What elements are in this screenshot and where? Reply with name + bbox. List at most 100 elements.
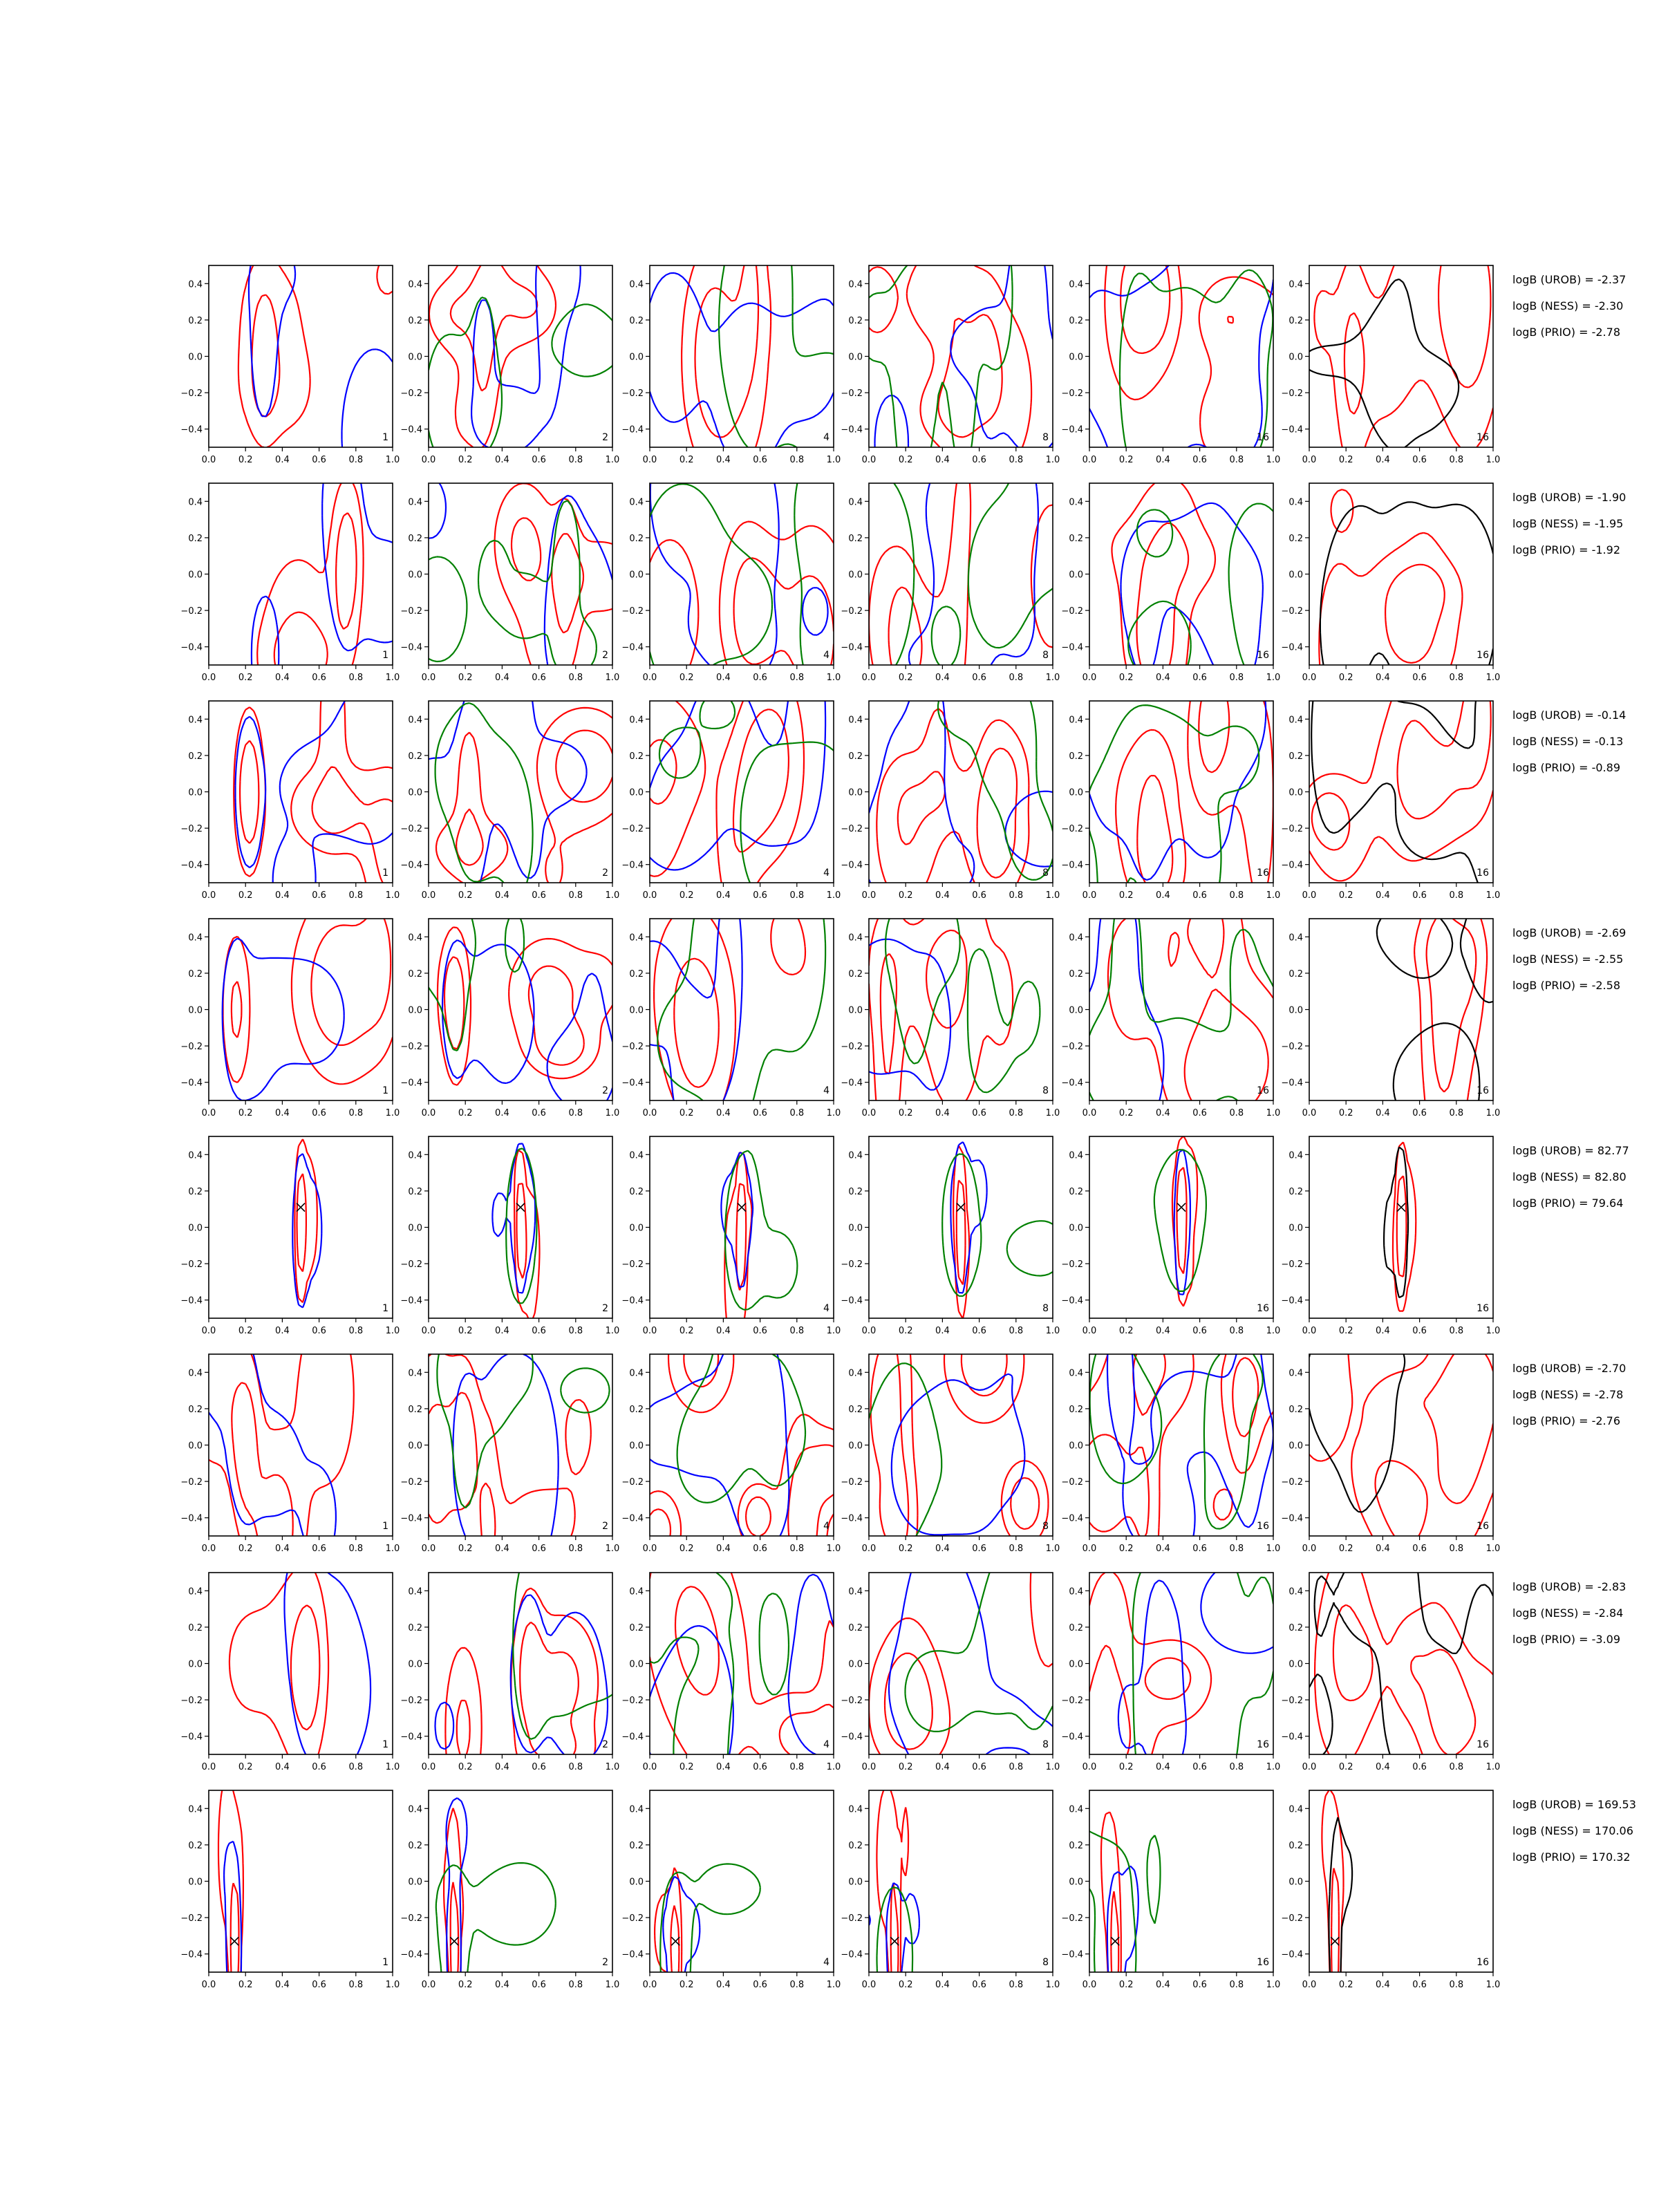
x-tick-label: 0.2 (899, 890, 913, 901)
x-tick-label: 0.6 (1412, 1762, 1427, 1772)
contour-group (1089, 265, 1273, 447)
y-tick-label: −0.4 (841, 1950, 863, 1960)
y-tick-label: 0.0 (848, 1006, 863, 1016)
contour-green-1 (436, 1354, 610, 1509)
panel-r8-c5: 0.0 0.2 0.4 0.6 0.8 1.0 0.4 0.2 0.0 −0.2 −0.4 16 (1061, 1790, 1280, 1990)
x-tick-label: 0.6 (312, 1108, 326, 1118)
x-tick-label: 0.0 (422, 1108, 436, 1118)
y-tick-label: 0.0 (629, 1224, 644, 1234)
x-tick-label: 0.2 (458, 1762, 473, 1772)
x-tick-label: 0.6 (972, 890, 986, 901)
x-tick-label: 0.6 (312, 1980, 326, 1990)
contour-blue-1 (650, 701, 827, 871)
logB-annotation: logB (NESS) = -2.78 (1512, 1388, 1623, 1401)
y-tick-label: 0.2 (188, 1623, 203, 1633)
logB-annotation: logB (UROB) = -1.90 (1512, 491, 1626, 504)
x-tick-label: 0.8 (1009, 1326, 1023, 1336)
contour-group (1089, 919, 1273, 1100)
x-tick-label: 0.4 (716, 1544, 731, 1554)
y-tick-label: 0.4 (1069, 279, 1083, 290)
contour-group (1321, 1790, 1353, 1972)
panel-sample-label: 1 (382, 1521, 388, 1532)
contour-red-2 (888, 586, 923, 665)
contour-red-2 (1089, 1644, 1192, 1754)
x-tick-label: 0.4 (495, 1980, 509, 1990)
x-tick-label: 0.4 (495, 673, 509, 683)
contour-red-2 (1332, 1604, 1477, 1754)
x-tick-label: 0.8 (1449, 455, 1463, 465)
contour-green-1 (869, 1362, 943, 1536)
x-tick-label: 0.4 (275, 890, 290, 901)
contour-group (429, 1354, 610, 1536)
y-tick-label: −0.4 (1281, 861, 1303, 871)
y-tick-label: −0.4 (400, 643, 422, 653)
x-tick-label: 1.0 (1046, 1108, 1060, 1118)
y-tick-label: 0.0 (1069, 1877, 1083, 1888)
x-tick-label: 1.0 (827, 673, 841, 683)
x-tick-label: 0.2 (1119, 455, 1134, 465)
x-tick-label: 0.8 (1449, 673, 1463, 683)
x-tick-label: 0.0 (422, 1762, 436, 1772)
y-tick-label: −0.2 (400, 1696, 422, 1706)
true-value-marker (1177, 1203, 1186, 1212)
y-tick-label: −0.2 (400, 1259, 422, 1270)
x-tick-label: 0.2 (458, 455, 473, 465)
y-tick-label: 0.0 (1069, 788, 1083, 798)
x-tick-label: 0.4 (1376, 673, 1390, 683)
y-tick-label: 0.2 (848, 316, 863, 326)
y-tick-label: 0.4 (848, 715, 863, 725)
x-tick-label: 0.2 (1339, 673, 1353, 683)
y-tick-label: 0.0 (188, 1224, 203, 1234)
contour-green-1 (676, 1354, 807, 1503)
y-tick-label: 0.0 (408, 1877, 422, 1888)
logB-annotation: logB (UROB) = -2.70 (1512, 1362, 1626, 1375)
x-tick-label: 0.8 (1449, 1980, 1463, 1990)
y-tick-label: −0.2 (841, 1913, 863, 1924)
x-tick-label: 0.6 (972, 1980, 986, 1990)
y-tick-label: 0.0 (408, 1224, 422, 1234)
contour-group (1318, 489, 1493, 665)
y-tick-label: 0.2 (188, 316, 203, 326)
x-tick-label: 0.0 (1082, 673, 1097, 683)
y-tick-label: 0.4 (848, 279, 863, 290)
panel-sample-label: 2 (602, 1085, 608, 1096)
x-tick-label: 0.8 (348, 1544, 363, 1554)
panel-r4-c1: 0.0 0.2 0.4 0.6 0.8 1.0 0.4 0.2 0.0 −0.2 −0.4 1 (180, 918, 400, 1118)
panel-sample-label: 4 (823, 650, 830, 661)
x-tick-label: 0.6 (532, 1108, 546, 1118)
y-tick-label: 0.0 (1069, 1224, 1083, 1234)
y-tick-label: 0.4 (848, 1804, 863, 1815)
y-tick-label: −0.2 (1281, 606, 1303, 617)
x-tick-label: 0.0 (862, 1326, 877, 1336)
y-tick-label: 0.2 (629, 1187, 644, 1197)
x-tick-label: 0.0 (1302, 455, 1317, 465)
contour-green-1 (1153, 1149, 1207, 1292)
panel-r6-c6: 0.0 0.2 0.4 0.6 0.8 1.0 0.4 0.2 0.0 −0.2 −0.4 16 (1281, 1353, 1500, 1554)
y-tick-label: 0.2 (1288, 1405, 1303, 1415)
contour-green-1 (1127, 503, 1273, 665)
x-tick-label: 0.2 (458, 1544, 473, 1554)
y-tick-label: 0.4 (188, 279, 203, 290)
contour-red-1 (494, 483, 612, 665)
panel-sample-label: 1 (382, 1303, 388, 1314)
panel-sample-label: 1 (382, 650, 388, 661)
y-tick-label: 0.2 (1288, 1187, 1303, 1197)
panel-sample-label: 8 (1042, 1521, 1049, 1532)
contour-group (221, 919, 393, 1100)
panel-r8-c2: 0.0 0.2 0.4 0.6 0.8 1.0 0.4 0.2 0.0 −0.2 −0.4 2 (400, 1790, 619, 1990)
x-tick-label: 0.0 (862, 1108, 877, 1118)
axes-frame (428, 918, 613, 1101)
contour-group (720, 1150, 798, 1318)
contour-blue-1 (869, 1882, 920, 1972)
x-tick-label: 0.2 (458, 1108, 473, 1118)
x-tick-label: 0.2 (1339, 1762, 1353, 1772)
y-tick-label: 0.4 (408, 1586, 422, 1597)
y-tick-label: 0.0 (188, 1441, 203, 1452)
x-tick-label: 0.0 (862, 673, 877, 683)
x-tick-label: 0.0 (862, 1762, 877, 1772)
x-tick-label: 0.8 (568, 673, 583, 683)
y-tick-label: 0.2 (1069, 534, 1083, 544)
x-tick-label: 0.6 (1192, 1544, 1207, 1554)
logB-annotation: logB (PRIO) = 170.32 (1512, 1850, 1631, 1864)
x-tick-label: 0.0 (862, 1544, 877, 1554)
